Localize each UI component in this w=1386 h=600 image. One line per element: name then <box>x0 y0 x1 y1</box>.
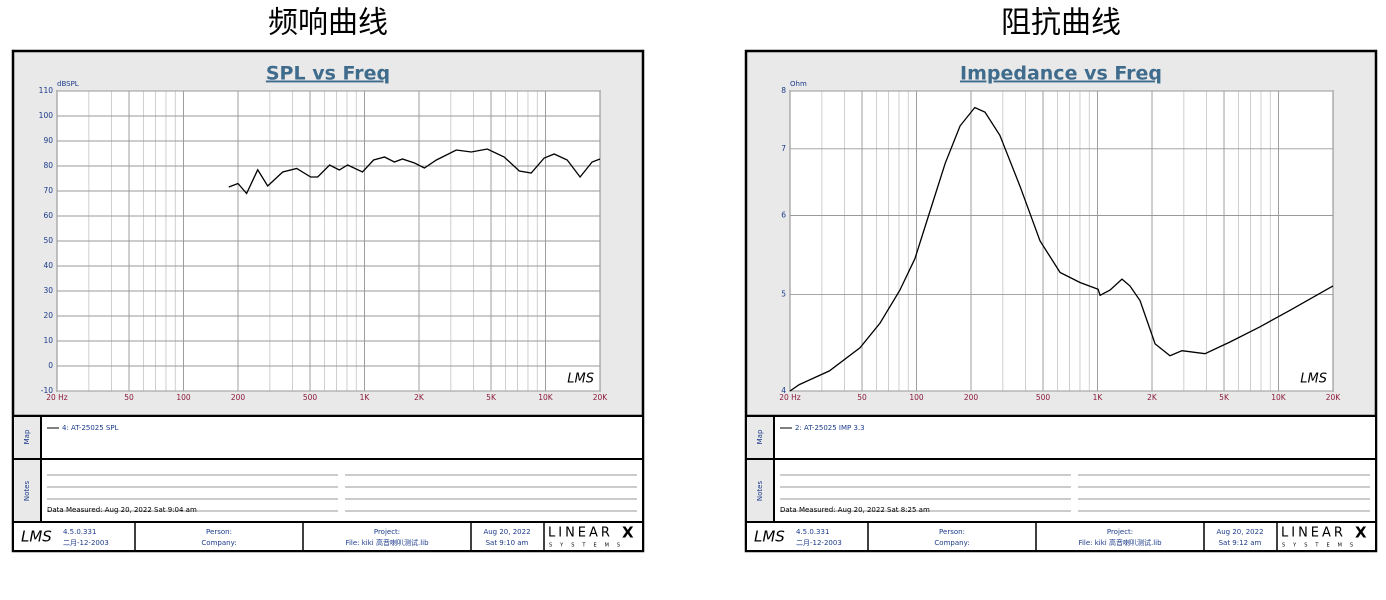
x-tick-label: 50 <box>857 393 867 402</box>
brand: LINEAR <box>1281 526 1346 541</box>
panel-heading: 频响曲线 <box>268 6 388 41</box>
map-label: Map <box>23 429 31 444</box>
chart-title: Impedance vs Freq <box>960 63 1162 85</box>
y-tick-label: 0 <box>48 361 53 370</box>
x-tick-label: 5K <box>1219 393 1230 402</box>
x-tick-label: 5K <box>486 393 497 402</box>
y-tick-label: 40 <box>43 261 53 270</box>
brand-mark: X <box>1355 524 1367 542</box>
x-tick-label: 10K <box>538 393 554 402</box>
y-tick-label: 30 <box>43 286 53 295</box>
x-tick-label: 500 <box>1036 393 1051 402</box>
y-tick-label: 70 <box>43 186 53 195</box>
y-tick-label: 10 <box>43 336 53 345</box>
print-time: Sat 9:12 am <box>1219 539 1262 547</box>
print-date: Aug 20, 2022 <box>483 528 530 536</box>
notes-label: Notes <box>756 481 764 502</box>
series-line <box>789 106 1334 392</box>
watermark: LMS <box>1300 372 1327 387</box>
x-tick-label: 100 <box>909 393 924 402</box>
version: 4.5.0.331 <box>63 528 96 536</box>
side-strip <box>12 415 42 523</box>
person-label: Person: <box>206 528 232 536</box>
file-name: File: kiki 高音喇叭测试.lib <box>1078 538 1162 547</box>
y-tick-label: 90 <box>43 136 53 145</box>
footer <box>12 521 644 552</box>
y-tick-label: 110 <box>39 86 54 95</box>
y-unit: dBSPL <box>57 80 79 88</box>
person-label: Person: <box>939 528 965 536</box>
x-tick-label: 20K <box>1326 393 1342 402</box>
panel: Impedance vs Freq Ohm 20 Hz 50 100 200 500 1K 2K… <box>744 49 1378 553</box>
panel-heading: 阻抗曲线 <box>1001 6 1121 41</box>
x-tick-label: 100 <box>176 393 191 402</box>
x-tick-label: 10K <box>1271 393 1287 402</box>
company-label: Company: <box>934 539 969 547</box>
brand-sub: SYSTEMS <box>1282 543 1361 549</box>
y-tick-label: 60 <box>43 211 53 220</box>
x-tick-label: 200 <box>964 393 979 402</box>
y-tick-label: -10 <box>41 386 53 395</box>
x-tick-label: 20 Hz <box>46 393 68 402</box>
x-tick-label: 500 <box>303 393 318 402</box>
notes-label: Notes <box>23 481 31 502</box>
brand-mark: X <box>622 524 634 542</box>
y-tick-label: 8 <box>781 86 786 95</box>
x-tick-label: 50 <box>124 393 134 402</box>
plot-area <box>789 90 1334 392</box>
project-label: Project: <box>1107 528 1133 536</box>
y-tick-label: 5 <box>781 289 786 298</box>
series-line <box>228 148 601 195</box>
version: 4.5.0.331 <box>796 528 829 536</box>
y-tick-label: 80 <box>43 161 53 170</box>
y-tick-label: 4 <box>781 386 786 395</box>
brand: LINEAR <box>548 526 613 541</box>
y-tick-label: 100 <box>39 111 54 120</box>
chart-title: SPL vs Freq <box>266 63 390 85</box>
y-tick-label: 20 <box>43 311 53 320</box>
date-code: 二月-12-2003 <box>63 539 109 547</box>
print-time: Sat 9:10 am <box>486 539 529 547</box>
project-label: Project: <box>374 528 400 536</box>
print-date: Aug 20, 2022 <box>1216 528 1263 536</box>
company-label: Company: <box>201 539 236 547</box>
y-tick-label: 7 <box>781 144 786 153</box>
x-tick-label: 200 <box>231 393 246 402</box>
footer <box>745 521 1377 552</box>
y-unit: Ohm <box>790 80 807 88</box>
x-tick-label: 2K <box>1147 393 1158 402</box>
y-tick-label: 50 <box>43 236 53 245</box>
map-box <box>12 415 644 460</box>
footer-logo: LMS <box>754 528 785 546</box>
footer-logo: LMS <box>21 528 52 546</box>
x-tick-label: 1K <box>360 393 371 402</box>
map-label: Map <box>756 429 764 444</box>
x-tick-label: 20 Hz <box>779 393 801 402</box>
legend-entry: 4: AT-25025 SPL <box>62 424 119 432</box>
notes-text: Data Measured: Aug 20, 2022 Sat 9:04 am <box>47 506 197 514</box>
file-name: File: kiki 高音喇叭测试.lib <box>345 538 429 547</box>
x-tick-label: 2K <box>414 393 425 402</box>
watermark: LMS <box>567 372 594 387</box>
x-tick-label: 20K <box>593 393 609 402</box>
notes-text: Data Measured: Aug 20, 2022 Sat 8:25 am <box>780 506 930 514</box>
map-box <box>745 415 1377 460</box>
brand-sub: SYSTEMS <box>549 543 628 549</box>
date-code: 二月-12-2003 <box>796 539 842 547</box>
legend-entry: 2: AT-25025 IMP 3.3 <box>795 424 865 432</box>
y-tick-label: 6 <box>781 211 786 220</box>
x-tick-label: 1K <box>1093 393 1104 402</box>
